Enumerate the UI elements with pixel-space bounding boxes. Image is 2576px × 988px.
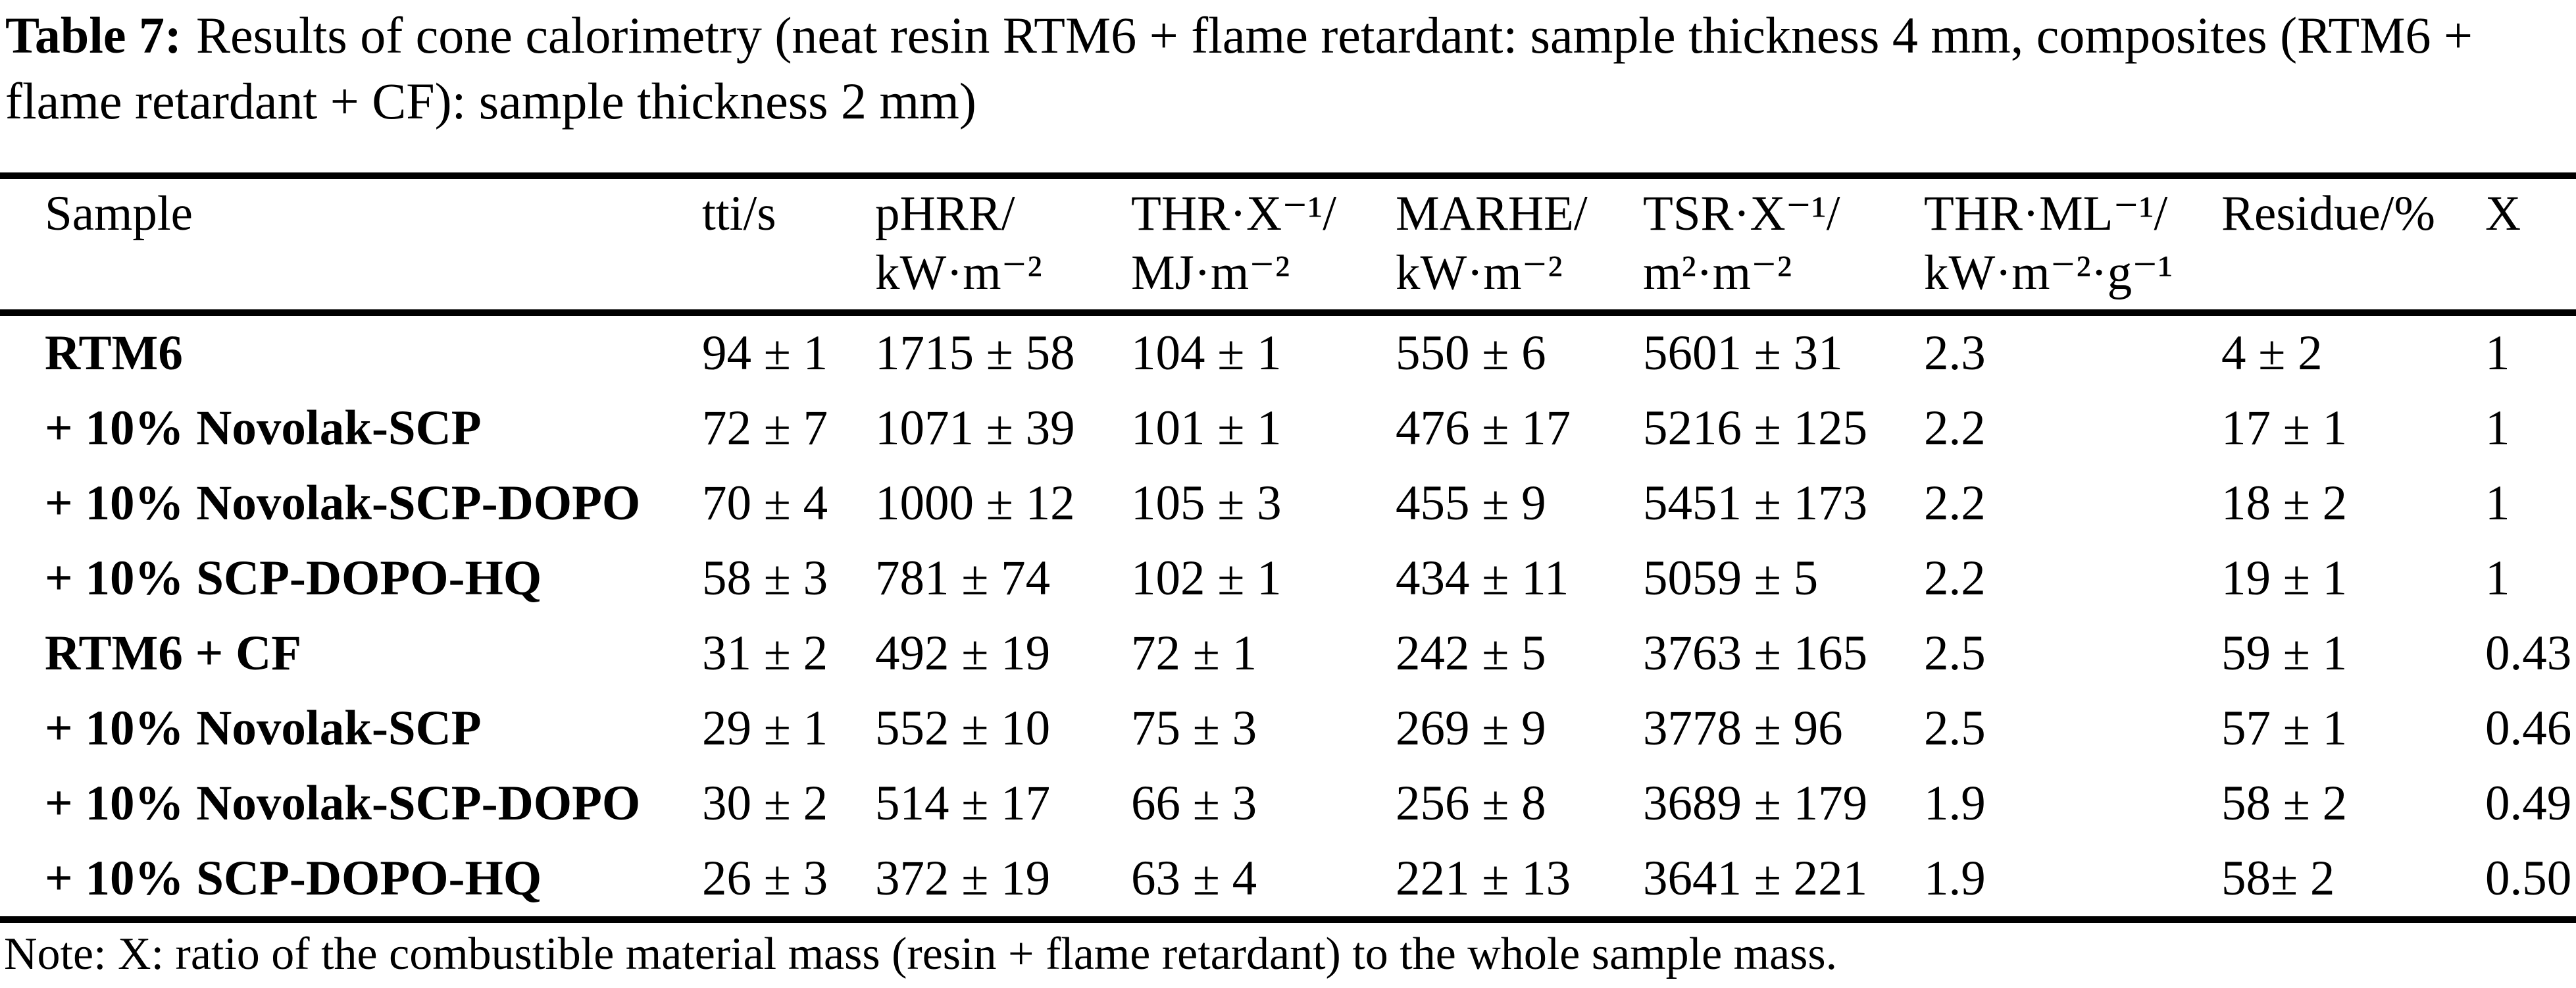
cell-x: 0.46: [2485, 701, 2572, 756]
cell-thr-x: 72 ± 1: [1131, 626, 1257, 681]
cell-tti: 29 ± 1: [702, 701, 828, 756]
cell-sample: + 10% Novolak-SCP: [45, 401, 482, 455]
table-caption-label: Table 7:: [5, 7, 182, 64]
cell-tsr-x: 5451 ± 173: [1643, 476, 1868, 531]
cell-tsr-x: 3641 ± 221: [1643, 851, 1868, 906]
cell-marhe: 434 ± 11: [1396, 551, 1569, 606]
column-header-thr-ml: THR·ML⁻¹/ kW·m⁻²·g⁻¹: [1924, 176, 2221, 316]
cell-marhe: 256 ± 8: [1396, 776, 1546, 831]
table-row: + 10% SCP-DOPO-HQ 26 ± 3 372 ± 19 63 ± 4…: [0, 841, 2576, 920]
table-caption: Table 7: Results of cone calorimetry (nea…: [0, 0, 2576, 134]
table-row: + 10% SCP-DOPO-HQ 58 ± 3 781 ± 74 102 ± …: [0, 541, 2576, 616]
cell-sample: + 10% SCP-DOPO-HQ: [45, 851, 542, 906]
cell-thr-x: 105 ± 3: [1131, 476, 1282, 531]
cell-residue: 4 ± 2: [2221, 326, 2323, 380]
cell-marhe: 221 ± 13: [1396, 851, 1571, 906]
table-row: + 10% Novolak-SCP-DOPO 30 ± 2 514 ± 17 6…: [0, 766, 2576, 841]
table-row: RTM6 94 ± 1 1715 ± 58 104 ± 1 550 ± 6 56…: [0, 313, 2576, 391]
cell-tsr-x: 5216 ± 125: [1643, 401, 1868, 455]
cell-tti: 72 ± 7: [702, 401, 828, 455]
cell-phrr: 1071 ± 39: [875, 401, 1075, 455]
table-body: RTM6 94 ± 1 1715 ± 58 104 ± 1 550 ± 6 56…: [0, 313, 2576, 920]
cell-thr-x: 63 ± 4: [1131, 851, 1257, 906]
cell-thr-ml: 2.2: [1924, 401, 1986, 455]
cell-tti: 26 ± 3: [702, 851, 828, 906]
cell-residue: 57 ± 1: [2221, 701, 2348, 756]
table-footnote: Note: X: ratio of the combustible materi…: [4, 929, 1838, 979]
cell-thr-ml: 2.2: [1924, 551, 1986, 606]
table-row: + 10% Novolak-SCP-DOPO 70 ± 4 1000 ± 12 …: [0, 466, 2576, 541]
cell-tti: 58 ± 3: [702, 551, 828, 606]
cell-x: 1: [2485, 476, 2510, 531]
cell-tsr-x: 3778 ± 96: [1643, 701, 1843, 756]
cell-tsr-x: 3689 ± 179: [1643, 776, 1868, 831]
cell-tti: 70 ± 4: [702, 476, 828, 531]
cell-thr-ml: 2.2: [1924, 476, 1986, 531]
cell-x: 0.49: [2485, 776, 2572, 831]
cell-residue: 19 ± 1: [2221, 551, 2348, 606]
cell-phrr: 1715 ± 58: [875, 326, 1075, 380]
column-header-marhe: MARHE/ kW·m⁻²: [1396, 176, 1643, 316]
cell-thr-ml: 2.5: [1924, 701, 1986, 756]
cell-marhe: 476 ± 17: [1396, 401, 1571, 455]
cell-marhe: 242 ± 5: [1396, 626, 1546, 681]
cell-marhe: 455 ± 9: [1396, 476, 1546, 531]
cell-residue: 17 ± 1: [2221, 401, 2348, 455]
cell-thr-x: 75 ± 3: [1131, 701, 1257, 756]
table-row: + 10% Novolak-SCP 29 ± 1 552 ± 10 75 ± 3…: [0, 691, 2576, 766]
cell-marhe: 269 ± 9: [1396, 701, 1546, 756]
cell-phrr: 372 ± 19: [875, 851, 1051, 906]
cell-phrr: 514 ± 17: [875, 776, 1051, 831]
cell-phrr: 552 ± 10: [875, 701, 1051, 756]
cell-x: 1: [2485, 326, 2510, 380]
cell-tsr-x: 5601 ± 31: [1643, 326, 1843, 380]
cell-sample: + 10% Novolak-SCP: [45, 701, 482, 756]
cell-residue: 58 ± 2: [2221, 776, 2348, 831]
cell-thr-ml: 2.5: [1924, 626, 1986, 681]
cell-thr-ml: 1.9: [1924, 776, 1986, 831]
cell-tti: 31 ± 2: [702, 626, 828, 681]
cell-thr-ml: 1.9: [1924, 851, 1986, 906]
cell-tsr-x: 5059 ± 5: [1643, 551, 1819, 606]
cell-tti: 94 ± 1: [702, 326, 828, 380]
column-header-thr-x: THR·X⁻¹/ MJ·m⁻²: [1131, 176, 1396, 316]
cone-calorimetry-table: Sample tti/s pHRR/ kW·m⁻² THR·X⁻¹/ MJ·m⁻…: [0, 172, 2576, 923]
cell-sample: + 10% SCP-DOPO-HQ: [45, 551, 542, 606]
cell-sample: + 10% Novolak-SCP-DOPO: [45, 476, 641, 531]
cell-phrr: 781 ± 74: [875, 551, 1051, 606]
cell-thr-ml: 2.3: [1924, 326, 1986, 380]
cell-thr-x: 104 ± 1: [1131, 326, 1282, 380]
cell-sample: RTM6 + CF: [45, 626, 302, 681]
cell-x: 1: [2485, 551, 2510, 606]
cell-thr-x: 101 ± 1: [1131, 401, 1282, 455]
cell-x: 1: [2485, 401, 2510, 455]
cell-residue: 59 ± 1: [2221, 626, 2348, 681]
table-caption-text: Results of cone calorimetry (neat resin …: [5, 7, 2473, 130]
cell-marhe: 550 ± 6: [1396, 326, 1546, 380]
cell-thr-x: 102 ± 1: [1131, 551, 1282, 606]
cell-tsr-x: 3763 ± 165: [1643, 626, 1868, 681]
cell-sample: + 10% Novolak-SCP-DOPO: [45, 776, 641, 831]
cell-phrr: 1000 ± 12: [875, 476, 1075, 531]
table-header: Sample tti/s pHRR/ kW·m⁻² THR·X⁻¹/ MJ·m⁻…: [0, 176, 2576, 316]
header-row: Sample tti/s pHRR/ kW·m⁻² THR·X⁻¹/ MJ·m⁻…: [0, 176, 2576, 316]
column-header-tsr-x: TSR·X⁻¹/ m²·m⁻²: [1643, 176, 1924, 316]
cell-residue: 58± 2: [2221, 851, 2335, 906]
column-header-sample: Sample: [0, 176, 702, 316]
table-row: + 10% Novolak-SCP 72 ± 7 1071 ± 39 101 ±…: [0, 391, 2576, 466]
table-row: RTM6 + CF 31 ± 2 492 ± 19 72 ± 1 242 ± 5…: [0, 616, 2576, 691]
column-header-residue: Residue/%: [2221, 176, 2485, 316]
column-header-tti: tti/s: [702, 176, 875, 316]
cell-residue: 18 ± 2: [2221, 476, 2348, 531]
cell-x: 0.43: [2485, 626, 2572, 681]
cell-phrr: 492 ± 19: [875, 626, 1051, 681]
cell-tti: 30 ± 2: [702, 776, 828, 831]
column-header-phrr: pHRR/ kW·m⁻²: [875, 176, 1131, 316]
cell-sample: RTM6: [45, 326, 183, 380]
column-header-x: X: [2485, 176, 2576, 316]
cell-x: 0.50: [2485, 851, 2572, 906]
cell-thr-x: 66 ± 3: [1131, 776, 1257, 831]
